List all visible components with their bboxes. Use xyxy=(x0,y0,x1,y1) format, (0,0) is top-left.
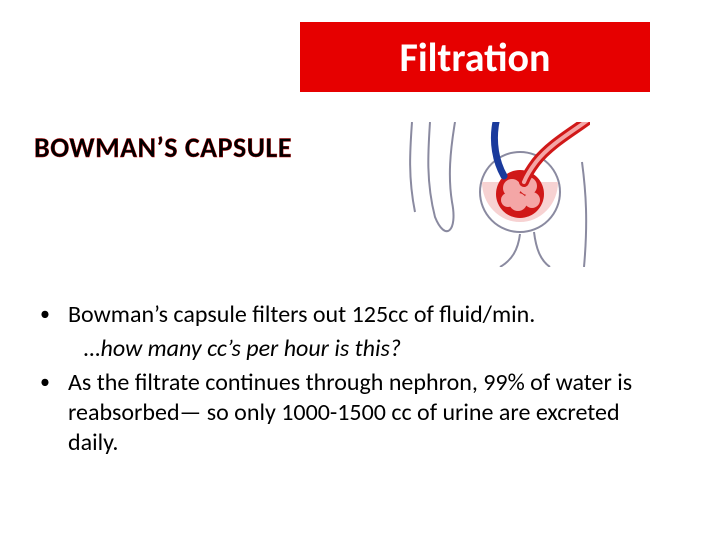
bullet-list: • Bowman’s capsule filters out 125cc of … xyxy=(34,300,674,462)
bullet-text: As the filtrate continues through nephro… xyxy=(68,368,674,458)
bullet-text: Bowman’s capsule filters out 125cc of fl… xyxy=(68,300,674,330)
bullet-sub-text: …how many cc’s per hour is this? xyxy=(84,334,674,364)
bowmans-capsule-diagram xyxy=(400,122,590,267)
subtitle-heading: BOWMAN’S CAPSULE xyxy=(34,130,292,165)
title-box: Filtration xyxy=(300,22,650,92)
title-text: Filtration xyxy=(400,33,551,82)
bullet-marker: • xyxy=(34,300,68,328)
bullet-marker: • xyxy=(34,368,68,396)
bullet-item: • Bowman’s capsule filters out 125cc of … xyxy=(34,300,674,330)
bullet-item: • As the filtrate continues through neph… xyxy=(34,368,674,458)
